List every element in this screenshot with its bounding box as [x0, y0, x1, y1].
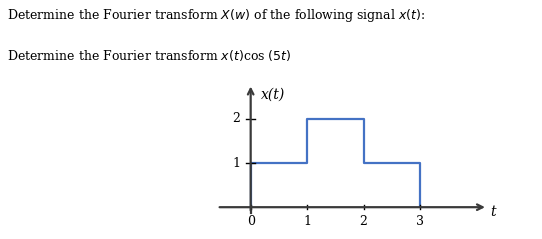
Text: t: t [491, 206, 496, 219]
Text: 1: 1 [233, 157, 241, 170]
Text: 3: 3 [416, 215, 424, 228]
Text: x(t): x(t) [261, 88, 285, 102]
Text: Determine the Fourier transform $X(w)$ of the following signal $x(t)$:: Determine the Fourier transform $X(w)$ o… [7, 7, 425, 24]
Text: Determine the Fourier transform $x(t)$cos $(5t)$: Determine the Fourier transform $x(t)$co… [7, 48, 291, 63]
Text: 2: 2 [360, 215, 367, 228]
Text: 1: 1 [303, 215, 311, 228]
Text: 0: 0 [247, 215, 255, 228]
Text: 2: 2 [233, 112, 241, 125]
